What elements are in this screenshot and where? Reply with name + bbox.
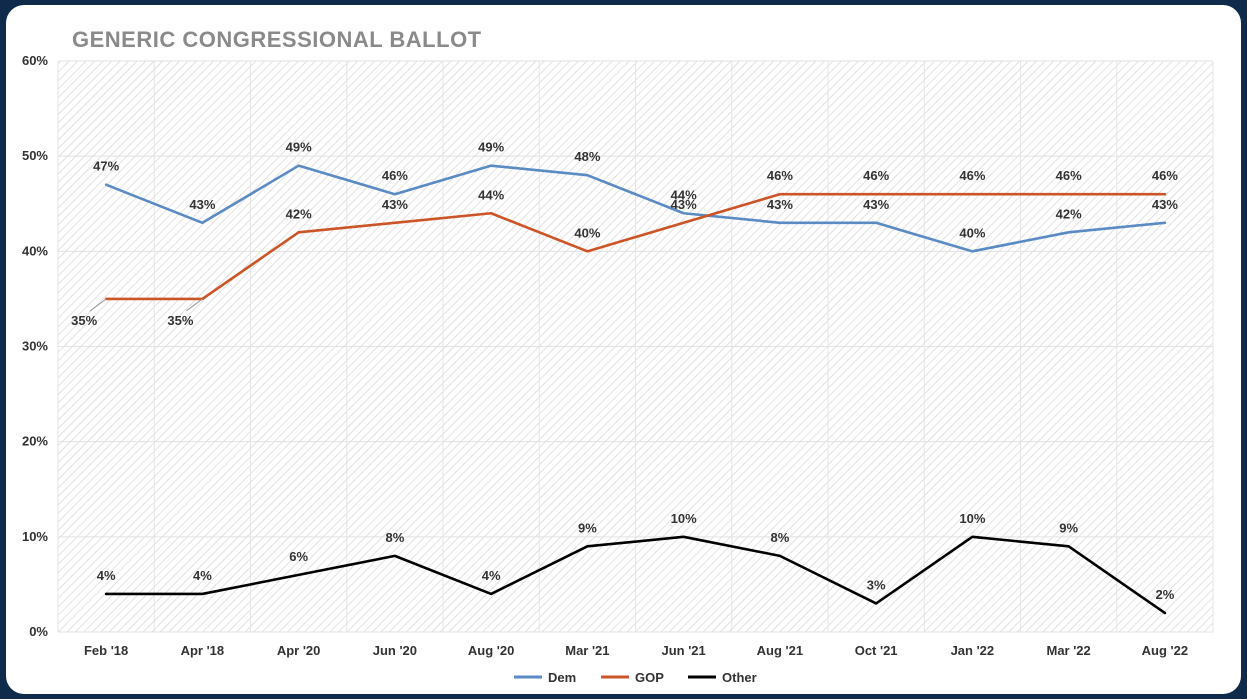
y-axis: 0% 10% 20% 30% 40% 50% 60% (22, 53, 48, 639)
series-line-gop (104, 192, 1167, 301)
data-label-other: 4% (482, 568, 501, 583)
data-label-dem: 44% (671, 187, 697, 202)
data-label-other: 4% (97, 568, 116, 583)
data-label-gop: 44% (478, 187, 504, 202)
data-label-dem: 40% (959, 225, 985, 240)
x-axis: Feb '18 Apr '18 Apr '20 Jun '20 Aug '20 Mar '… (84, 643, 1188, 658)
y-tick-label: 50% (22, 148, 48, 163)
data-label-other: 2% (1155, 587, 1174, 602)
data-label-gop: 46% (767, 168, 793, 183)
data-label-gop: 46% (863, 168, 889, 183)
y-tick-label: 0% (29, 624, 48, 639)
data-label-dem: 43% (189, 197, 215, 212)
data-label-dem: 42% (1056, 206, 1082, 221)
y-tick-label: 60% (22, 53, 48, 68)
data-label-gop: 35% (167, 313, 193, 328)
data-label-gop: 43% (671, 197, 697, 212)
data-label-other: 4% (193, 568, 212, 583)
leader-line (89, 298, 107, 312)
x-tick-label: Apr '20 (277, 643, 321, 658)
line-chart: 0% 10% 20% 30% 40% 50% 60% Feb '18 Apr '18 Apr '… (22, 53, 1214, 685)
data-label-gop: 46% (1152, 168, 1178, 183)
data-label-gop: 43% (382, 197, 408, 212)
data-label-gop: 46% (1056, 168, 1082, 183)
y-tick-label: 10% (22, 529, 48, 544)
y-tick-label: 20% (22, 434, 48, 449)
x-tick-label: Mar '22 (1046, 643, 1090, 658)
data-label-other: 3% (867, 577, 886, 592)
data-label-gop: 42% (286, 206, 312, 221)
data-label-gop: 40% (574, 225, 600, 240)
series-layer (104, 164, 1167, 615)
data-label-other: 10% (671, 511, 697, 526)
data-label-other: 10% (959, 511, 985, 526)
legend-label-gop: GOP (635, 670, 664, 685)
gridlines (57, 60, 1214, 633)
chart-panel: GENERIC CONGRESSIONAL BALLOT 0% 10% 20% 30%… (6, 5, 1241, 694)
data-label-dem: 43% (767, 197, 793, 212)
x-tick-label: Jun '21 (661, 643, 705, 658)
data-label-dem: 48% (574, 149, 600, 164)
data-label-other: 9% (1059, 520, 1078, 535)
data-label-other: 8% (385, 530, 404, 545)
data-label-other: 8% (770, 530, 789, 545)
y-tick-label: 40% (22, 243, 48, 258)
x-tick-label: Oct '21 (855, 643, 898, 658)
data-label-dem: 46% (382, 168, 408, 183)
data-label-other: 9% (578, 520, 597, 535)
y-tick-label: 30% (22, 339, 48, 354)
data-label-dem: 49% (478, 140, 504, 155)
series-line-other (104, 535, 1167, 615)
data-label-gop: 46% (959, 168, 985, 183)
data-label-dem: 49% (286, 140, 312, 155)
x-tick-label: Jan '22 (951, 643, 995, 658)
data-label-dem: 43% (1152, 197, 1178, 212)
series-line-dem (104, 164, 1167, 253)
x-tick-label: Apr '18 (181, 643, 225, 658)
chart-title: GENERIC CONGRESSIONAL BALLOT (72, 27, 482, 52)
legend-label-other: Other (722, 670, 757, 685)
x-tick-label: Feb '18 (84, 643, 128, 658)
x-tick-label: Aug '20 (468, 643, 514, 658)
x-tick-label: Aug '21 (757, 643, 803, 658)
legend: Dem GOP Other (514, 670, 757, 685)
data-label-dem: 43% (863, 197, 889, 212)
data-label-other: 6% (289, 549, 308, 564)
x-tick-label: Mar '21 (565, 643, 609, 658)
data-labels: 47%43%49%46%49%48%44%43% 43%40%42%43%35% 3… (71, 140, 1178, 602)
legend-label-dem: Dem (548, 670, 576, 685)
x-tick-label: Jun '20 (373, 643, 417, 658)
data-label-dem: 47% (93, 159, 119, 174)
data-label-gop: 35% (71, 313, 97, 328)
leader-line (186, 298, 203, 312)
x-tick-label: Aug '22 (1142, 643, 1188, 658)
